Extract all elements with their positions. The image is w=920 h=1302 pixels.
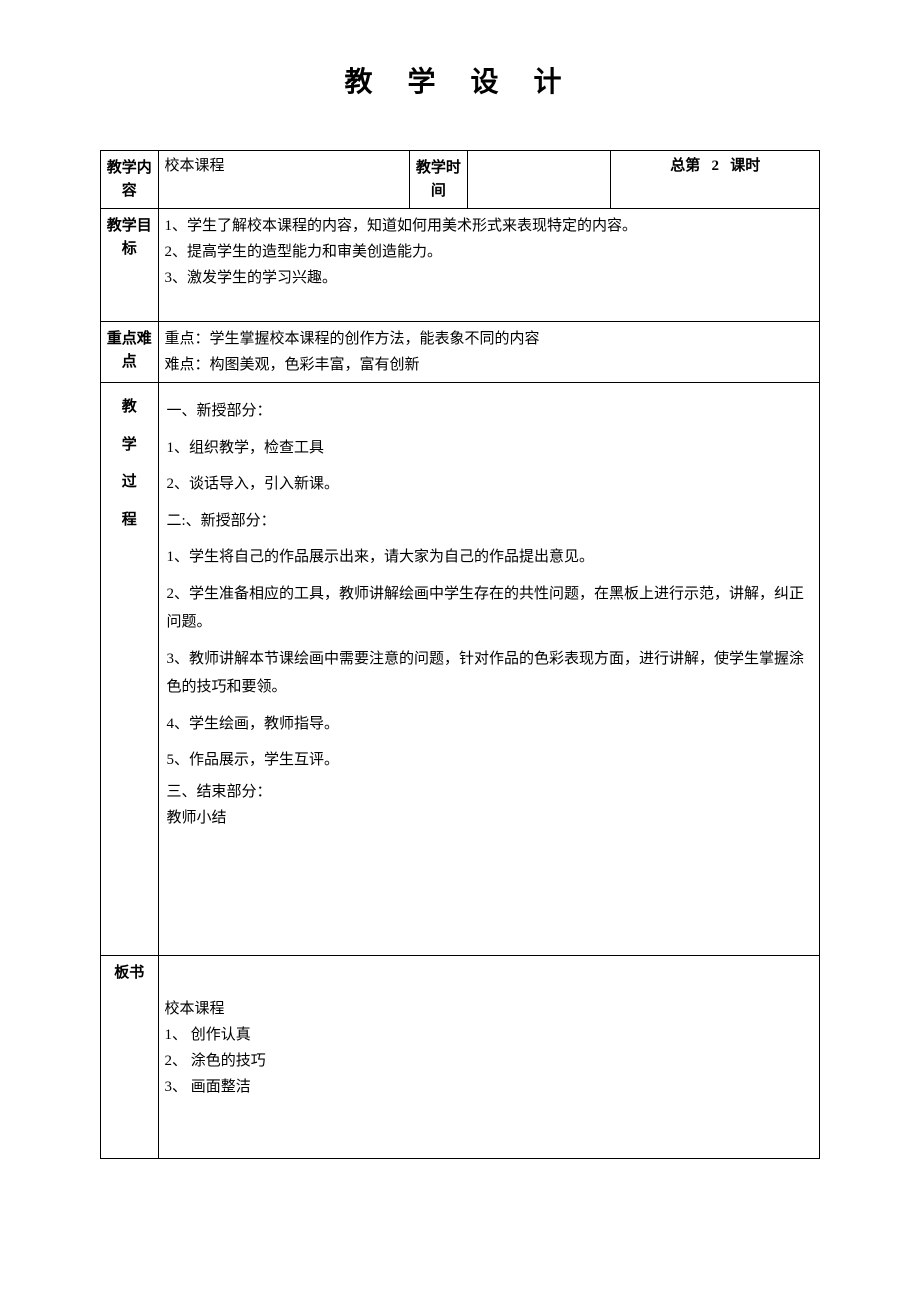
label-time: 教学时间 [410,151,468,209]
process-char: 学 [105,427,154,465]
goal-line: 1、学生了解校本课程的内容，知道如何用美术形式来表现特定的内容。 [165,213,813,239]
value-content: 校本课程 [158,151,410,209]
process-line: 二:、新授部分： [167,503,811,540]
label-keypoints: 重点难点 [101,322,159,383]
board-line: 校本课程 [165,996,813,1022]
goal-line: 3、激发学生的学习兴趣。 [165,265,813,291]
board-line: 2、 涂色的技巧 [165,1048,813,1074]
process-line: 一、新授部分： [167,393,811,430]
value-keypoints: 重点：学生掌握校本课程的创作方法，能表象不同的内容 难点：构图美观，色彩丰富，富… [158,322,819,383]
label-process-vertical: 教 学 过 程 [105,389,154,539]
board-line: 3、 画面整洁 [165,1074,813,1100]
row-keypoints: 重点难点 重点：学生掌握校本课程的创作方法，能表象不同的内容 难点：构图美观，色… [101,322,820,383]
value-board: 校本课程 1、 创作认真 2、 涂色的技巧 3、 画面整洁 [158,956,819,1159]
process-line: 1、学生将自己的作品展示出来，请大家为自己的作品提出意见。 [167,539,811,576]
label-goals: 教学目标 [101,209,159,322]
value-period: 总第 2 课时 [611,151,820,209]
goal-line: 2、提高学生的造型能力和审美创造能力。 [165,239,813,265]
row-process: 教 学 过 程 一、新授部分： 1、组织教学，检查工具 2、谈话导入，引入新课。… [101,383,820,956]
value-goals: 1、学生了解校本课程的内容，知道如何用美术形式来表现特定的内容。 2、提高学生的… [158,209,819,322]
process-line: 3、教师讲解本节课绘画中需要注意的问题，针对作品的色彩表现方面，进行讲解，使学生… [167,641,811,706]
process-char: 过 [105,464,154,502]
process-line: 教师小结 [167,805,811,831]
page: 教 学 设 计 教学内容 校本课程 教学时间 总第 2 课时 教学目标 1、学生… [0,0,920,1302]
goal-line-blank [165,291,813,317]
value-process: 一、新授部分： 1、组织教学，检查工具 2、谈话导入，引入新课。 二:、新授部分… [158,383,819,956]
board-line: 1、 创作认真 [165,1022,813,1048]
period-num: 2 [711,158,719,174]
label-process: 教 学 过 程 [101,383,159,956]
process-char: 教 [105,389,154,427]
row-content-time: 教学内容 校本课程 教学时间 总第 2 课时 [101,151,820,209]
process-line: 1、组织教学，检查工具 [167,430,811,467]
label-content: 教学内容 [101,151,159,209]
process-line: 4、学生绘画，教师指导。 [167,706,811,743]
process-char: 程 [105,502,154,540]
label-board: 板书 [101,956,159,1159]
process-line: 三、结束部分： [167,779,811,805]
process-line: 2、学生准备相应的工具，教师讲解绘画中学生存在的共性问题，在黑板上进行示范，讲解… [167,576,811,641]
period-prefix: 总第 [670,158,700,174]
row-board: 板书 校本课程 1、 创作认真 2、 涂色的技巧 3、 画面整洁 [101,956,820,1159]
row-goals: 教学目标 1、学生了解校本课程的内容，知道如何用美术形式来表现特定的内容。 2、… [101,209,820,322]
process-line: 5、作品展示，学生互评。 [167,742,811,779]
keypoint-line: 难点：构图美观，色彩丰富，富有创新 [165,352,813,378]
page-title: 教 学 设 计 [100,60,820,100]
process-line: 2、谈话导入，引入新课。 [167,466,811,503]
period-suffix: 课时 [730,158,760,174]
value-time [467,151,611,209]
lesson-plan-table: 教学内容 校本课程 教学时间 总第 2 课时 教学目标 1、学生了解校本课程的内… [100,150,820,1159]
keypoint-line: 重点：学生掌握校本课程的创作方法，能表象不同的内容 [165,326,813,352]
